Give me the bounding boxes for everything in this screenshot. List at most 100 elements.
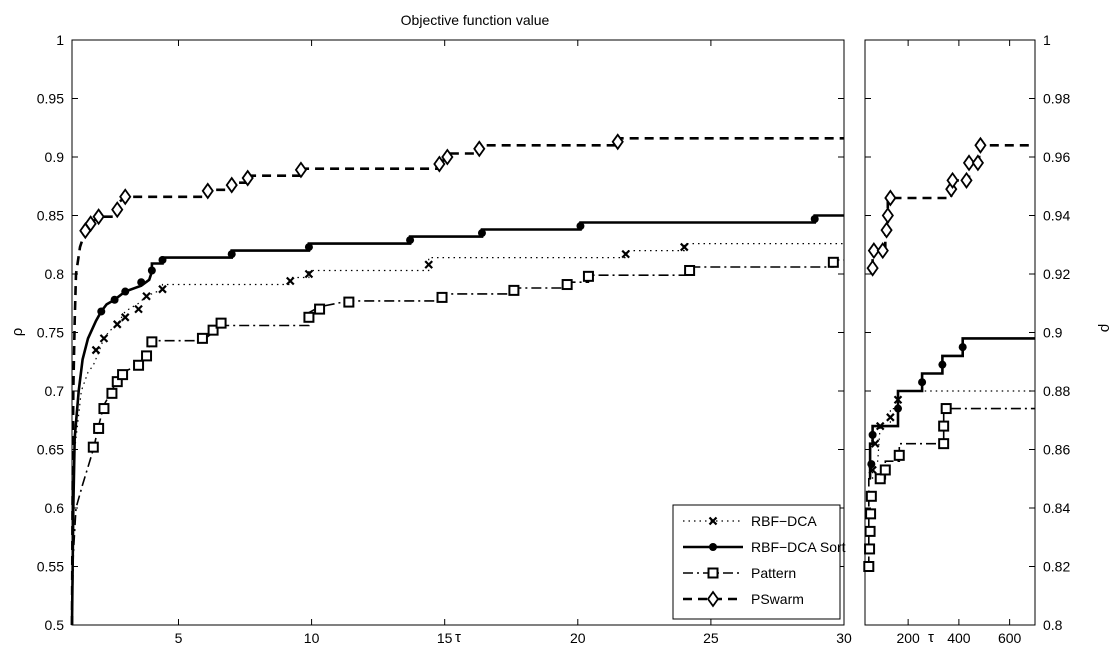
legend-marker-rbf-dca-sort [709, 543, 717, 551]
legend-label-rbf-dca: RBF−DCA [751, 513, 817, 529]
left-pattern-marker [117, 369, 129, 381]
left-rbf-dca-sort-marker [406, 236, 415, 245]
right-panel: 200 400 600 0.8 0.82 0.84 0.86 0.88 0.9 0.92 0.94 0… [863, 32, 1111, 646]
left-y-tick-label: 0.5 [45, 617, 65, 633]
left-pattern-marker [87, 441, 99, 453]
left-rbf-dca-sort-marker [477, 229, 486, 238]
legend-label-pattern: Pattern [751, 565, 796, 581]
right-plot-frame [864, 39, 1036, 626]
left-pattern-marker [436, 291, 448, 303]
left-rbf-dca-sort-marker [97, 307, 106, 316]
legend-swatch-rbf-dca [683, 516, 743, 526]
right-y-tick-label: 0.98 [1043, 91, 1070, 107]
left-y-axis-label: ρ [9, 328, 26, 337]
left-y-tick-label: 0.95 [37, 91, 64, 107]
left-pattern-marker [146, 336, 158, 348]
left-rbf-dca-marker [134, 304, 143, 314]
left-rbf-dca-marker [112, 320, 122, 329]
right-y-tick-label: 0.96 [1043, 149, 1070, 165]
right-pattern-marker [874, 473, 886, 485]
left-pswarm-marker [241, 169, 254, 187]
left-axis-ticks: 5 10 15 20 25 30 0.5 0.55 0.6 0.65 0.7 0.75 0.8 0.85 0… [37, 32, 852, 646]
left-pattern-marker [582, 270, 594, 282]
left-pattern-marker [133, 359, 145, 371]
right-rbf-dca-sort-marker [938, 360, 947, 369]
right-pattern-marker [893, 449, 905, 461]
legend-swatch-pswarm [683, 590, 743, 608]
legend-entry-rbf-dca-sort: RBF−DCA Sort [683, 539, 846, 555]
right-series-pattern-markers [863, 403, 952, 572]
right-series-rbf-dca-sort-line [868, 337, 1035, 479]
left-pattern-marker [827, 256, 839, 268]
left-x-tick-label: 5 [175, 630, 183, 646]
left-pswarm-marker [225, 176, 238, 194]
right-pattern-marker [879, 464, 891, 476]
left-rbf-dca-sort-marker [576, 222, 585, 231]
left-pattern-marker [196, 332, 208, 344]
left-pattern-marker [508, 284, 520, 296]
right-rbf-dca-marker [886, 413, 895, 422]
right-pattern-marker [865, 508, 877, 520]
right-x-tick-label: 600 [998, 630, 1022, 646]
left-rbf-dca-marker [158, 284, 167, 294]
right-rbf-dca-sort-marker [868, 430, 877, 439]
right-pattern-marker [864, 543, 876, 555]
left-pswarm-marker [201, 182, 214, 200]
left-rbf-dca-marker [286, 276, 295, 286]
left-y-tick-label: 0.75 [37, 325, 64, 341]
left-series-pswarm-markers [79, 133, 624, 240]
left-rbf-dca-sort-marker [137, 278, 146, 287]
left-pattern-marker [343, 296, 355, 308]
right-y-tick-label: 1 [1043, 32, 1051, 48]
left-x-tick-label: 10 [304, 630, 320, 646]
left-pattern-marker [141, 350, 153, 362]
left-pswarm-marker [441, 148, 454, 166]
legend-entry-pattern: Pattern [683, 565, 796, 581]
left-y-tick-label: 0.6 [45, 500, 65, 516]
right-pattern-marker [940, 403, 952, 415]
right-series-layer [863, 136, 1035, 572]
left-pattern-marker [207, 324, 219, 336]
legend-marker-pswarm [706, 590, 720, 608]
legend-label-pswarm: PSwarm [751, 591, 804, 607]
right-x-tick-label: 200 [896, 630, 920, 646]
right-pattern-marker [938, 438, 950, 450]
left-pswarm-marker [611, 133, 624, 151]
left-x-axis-label: τ [455, 629, 461, 646]
left-rbf-dca-sort-marker [121, 287, 130, 296]
right-pattern-marker [863, 561, 875, 572]
right-y-tick-label: 0.82 [1043, 559, 1070, 575]
right-rbf-dca-sort-marker [958, 343, 967, 352]
left-pattern-marker [303, 311, 315, 323]
right-y-tick-label: 0.94 [1043, 208, 1070, 224]
left-y-tick-label: 0.85 [37, 208, 64, 224]
left-rbf-dca-marker [142, 291, 151, 301]
left-x-tick-label: 30 [836, 630, 852, 646]
right-y-tick-label: 0.86 [1043, 442, 1070, 458]
legend-marker-pattern [707, 567, 719, 579]
left-pswarm-marker [473, 140, 486, 158]
right-pswarm-marker [960, 171, 973, 189]
left-pswarm-marker [84, 215, 97, 233]
right-rbf-dca-sort-marker [893, 404, 902, 413]
left-series-pattern-markers [87, 256, 839, 453]
left-pattern-marker [106, 387, 118, 399]
left-pswarm-marker [294, 161, 308, 179]
right-pswarm-marker [971, 154, 985, 172]
left-pswarm-marker [92, 208, 105, 226]
left-pattern-marker [98, 403, 110, 415]
left-pswarm-marker [433, 155, 446, 173]
left-y-tick-label: 0.9 [45, 149, 65, 165]
right-y-tick-label: 0.8 [1043, 617, 1063, 633]
legend-label-rbf-dca-sort: RBF−DCA Sort [751, 539, 846, 555]
right-y-tick-label: 0.84 [1043, 500, 1070, 516]
right-pswarm-marker [866, 259, 879, 277]
legend-swatch-rbf-dca-sort [683, 543, 743, 551]
left-pswarm-marker [119, 188, 132, 206]
right-x-axis-label: τ [928, 629, 934, 646]
right-axis-ticks: 200 400 600 0.8 0.82 0.84 0.86 0.88 0.9 0.92 0.94 0… [865, 32, 1070, 646]
right-series-rbf-dca-sort-markers [867, 343, 967, 469]
left-rbf-dca-marker [621, 249, 630, 259]
legend-marker-rbf-dca [708, 516, 718, 526]
